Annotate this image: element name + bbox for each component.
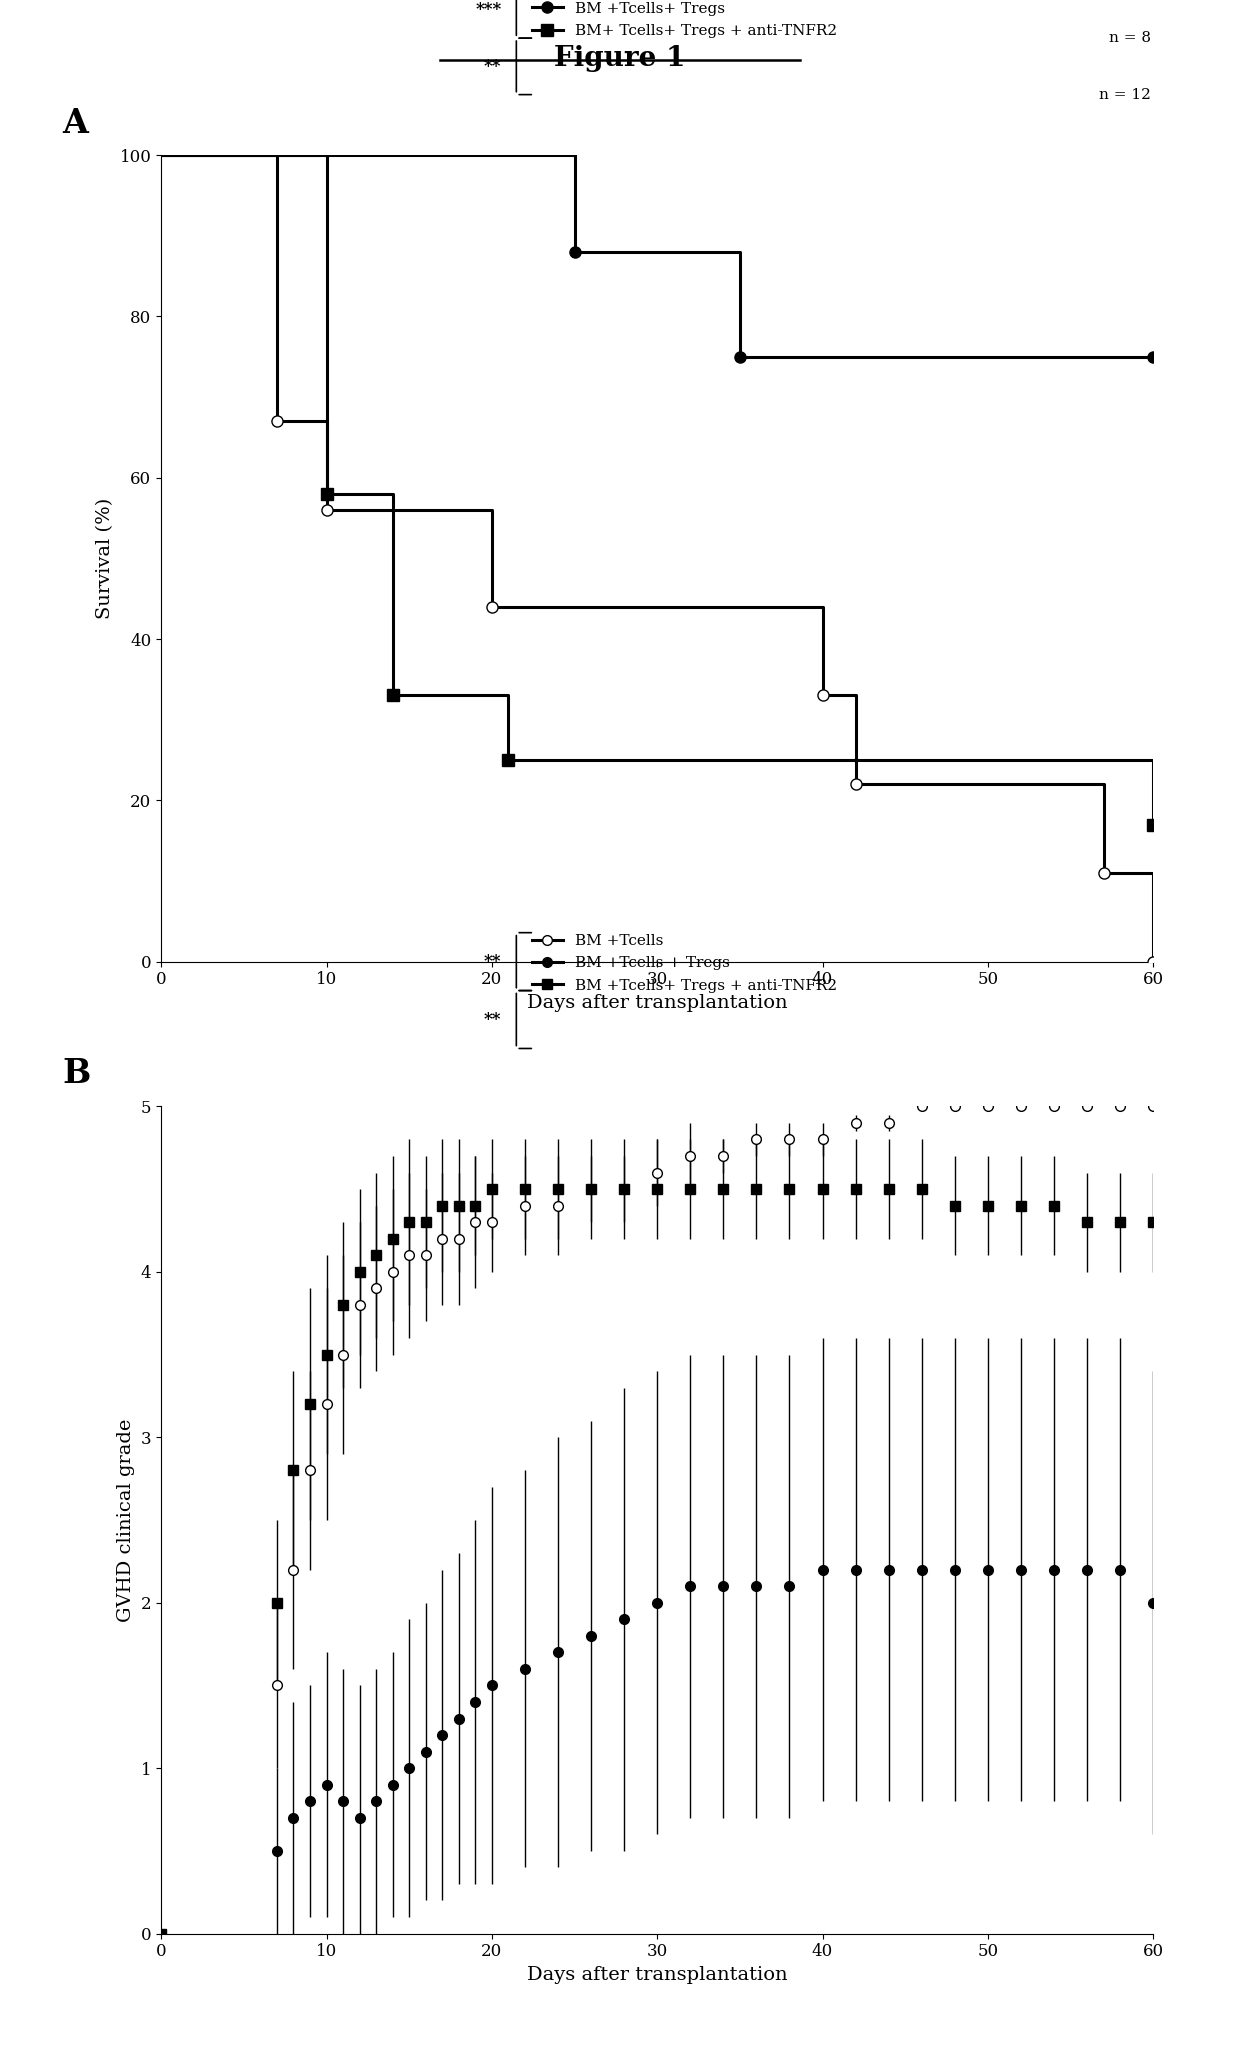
Text: A: A (62, 108, 88, 141)
Text: **: ** (484, 58, 501, 74)
X-axis label: Days after transplantation: Days after transplantation (527, 995, 787, 1011)
Legend: BM +Tcells, BM +Tcells + Tregs, BM +Tcells+ Tregs + anti-TNFR2: BM +Tcells, BM +Tcells + Tregs, BM +Tcel… (526, 929, 843, 999)
Text: Figure 1: Figure 1 (554, 45, 686, 72)
Y-axis label: Survival (%): Survival (%) (95, 498, 114, 618)
Text: n = 12: n = 12 (1100, 87, 1151, 101)
Text: n = 8: n = 8 (1110, 31, 1151, 45)
Y-axis label: GVHD clinical grade: GVHD clinical grade (118, 1419, 135, 1621)
Text: **: ** (484, 953, 501, 970)
Legend: BM +Tcells, BM +Tcells+ Tregs, BM+ Tcells+ Tregs + anti-TNFR2: BM +Tcells, BM +Tcells+ Tregs, BM+ Tcell… (526, 0, 843, 43)
Text: B: B (62, 1057, 91, 1090)
Text: ***: *** (475, 2, 501, 19)
Text: **: ** (484, 1011, 501, 1028)
X-axis label: Days after transplantation: Days after transplantation (527, 1967, 787, 1983)
